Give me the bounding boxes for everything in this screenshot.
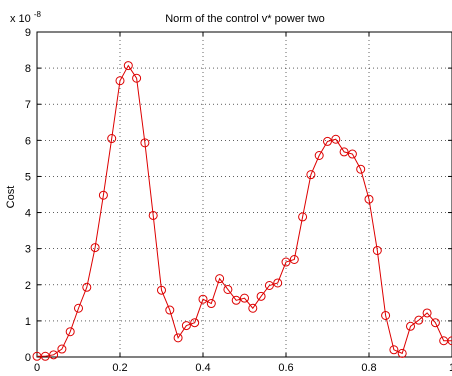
data-point-marker	[115, 76, 125, 86]
data-point-marker	[364, 194, 374, 204]
y-exponent-base: x 10	[10, 13, 31, 25]
data-point-marker	[389, 345, 399, 355]
data-point-marker	[57, 344, 67, 354]
data-point-marker	[49, 350, 59, 360]
y-exponent-label: x 10 -8	[10, 10, 42, 25]
data-point-marker	[107, 134, 117, 144]
data-point-marker	[264, 281, 274, 290]
y-tick-label: 2	[25, 280, 31, 292]
y-tick-label: 9	[25, 27, 31, 39]
data-point-marker	[173, 333, 183, 343]
data-point-marker	[323, 136, 332, 146]
data-point-marker	[181, 321, 191, 331]
data-point-marker	[314, 151, 324, 160]
data-point-marker	[397, 348, 407, 358]
data-point-marker	[406, 321, 415, 331]
data-point-marker	[381, 310, 391, 320]
data-point-marker	[273, 278, 283, 288]
chart-title: Norm of the control v* power two	[165, 13, 325, 25]
x-tick-label: 0.2	[112, 362, 127, 374]
data-point-marker	[215, 274, 225, 284]
series-line	[37, 64, 452, 357]
data-point-marker	[157, 285, 166, 295]
plot-frame	[36, 31, 452, 358]
data-point-marker	[123, 61, 133, 71]
data-point-marker	[447, 336, 452, 346]
data-point-marker	[372, 245, 382, 255]
y-tick-label: 6	[25, 135, 31, 147]
y-exponent-power: -8	[34, 10, 42, 19]
ticks	[36, 31, 452, 358]
x-tick-label: 0	[34, 362, 40, 374]
y-tick-label: 0	[25, 352, 31, 364]
data-point-marker	[331, 134, 341, 144]
data-point-marker	[198, 294, 208, 304]
data-point-marker	[256, 291, 266, 301]
data-point-marker	[281, 257, 291, 267]
data-point-marker	[223, 284, 233, 294]
data-point-marker	[430, 318, 440, 328]
x-tick-label: 1	[449, 362, 452, 374]
data-point-marker	[339, 147, 349, 157]
data-point-marker	[132, 73, 142, 83]
y-tick-label: 1	[25, 316, 31, 328]
data-point-marker	[148, 210, 158, 220]
series	[32, 61, 452, 361]
data-point-marker	[82, 282, 92, 292]
data-point-marker	[140, 138, 150, 148]
y-tick-labels: 0 1 2 3 4 5 6 7 8 9	[25, 27, 31, 364]
data-point-marker	[240, 293, 249, 303]
data-point-marker	[65, 327, 75, 337]
data-point-marker	[356, 164, 366, 174]
y-tick-label: 8	[25, 63, 31, 75]
data-point-marker	[306, 170, 316, 180]
x-tick-label: 0.4	[195, 362, 210, 374]
data-point-marker	[90, 243, 100, 253]
y-tick-label: 3	[25, 244, 31, 256]
data-point-marker	[414, 315, 424, 325]
x-tick-label: 0.6	[278, 362, 293, 374]
data-point-marker	[206, 299, 216, 309]
data-point-marker	[98, 190, 108, 200]
y-axis-label: Cost	[5, 186, 17, 209]
data-point-marker	[40, 351, 50, 361]
data-point-marker	[248, 303, 258, 313]
y-tick-label: 5	[25, 171, 31, 183]
y-tick-label: 7	[25, 99, 31, 111]
data-point-marker	[289, 255, 299, 264]
y-tick-label: 4	[25, 208, 31, 220]
data-point-marker	[298, 212, 308, 222]
data-point-marker	[422, 308, 432, 318]
data-point-marker	[190, 318, 200, 328]
data-point-marker	[74, 303, 83, 313]
data-point-marker	[231, 295, 241, 305]
x-tick-label: 0.8	[361, 362, 376, 374]
x-tick-labels: 0 0.2 0.4 0.6 0.8 1	[34, 362, 452, 374]
data-point-marker	[165, 305, 175, 315]
data-point-marker	[347, 149, 357, 159]
